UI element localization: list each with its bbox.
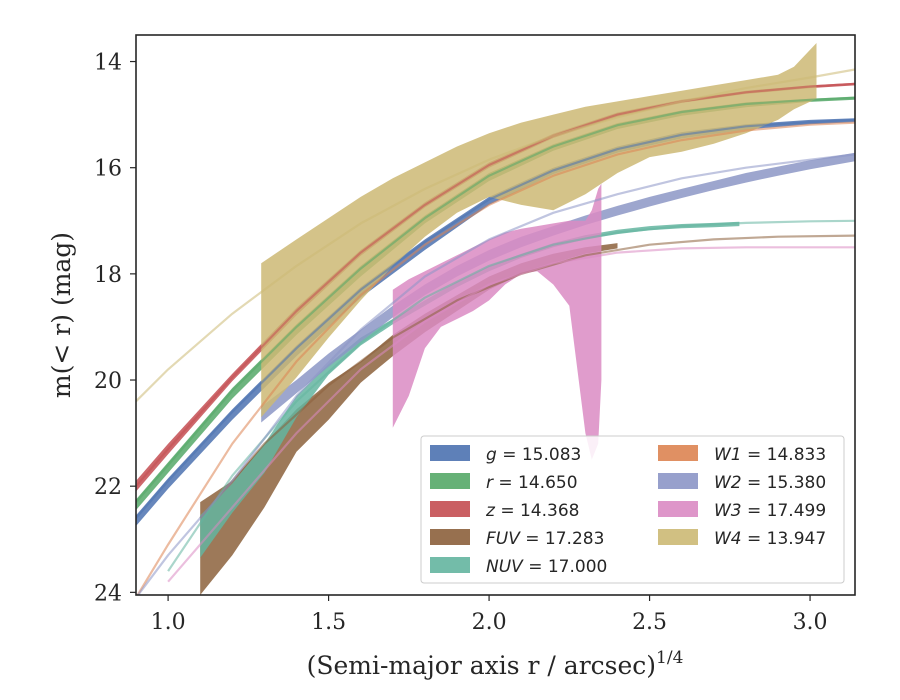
legend-label: W4 = 13.947 <box>714 529 826 549</box>
legend-swatch <box>658 501 698 517</box>
y-tick-label: 16 <box>94 157 122 182</box>
y-tick-label: 22 <box>94 475 122 500</box>
legend-label-value: = 14.833 <box>742 445 827 465</box>
legend-label: W2 = 15.380 <box>714 473 826 493</box>
legend-label: r = 14.650 <box>486 473 578 493</box>
legend-swatch <box>658 445 698 461</box>
legend-swatch <box>430 529 470 545</box>
legend-item-fuv: FUV = 17.283 <box>430 529 604 549</box>
legend-label: g = 15.083 <box>486 445 581 465</box>
legend-item-w4: W4 = 13.947 <box>658 529 826 549</box>
legend-label-variable: W1 <box>714 445 742 465</box>
model-line-nuv <box>167 219 855 572</box>
legend-label-value: = 17.000 <box>523 557 608 577</box>
legend-label-variable: z <box>485 501 496 521</box>
x-axis-label-exponent: 1/4 <box>656 648 683 668</box>
legend-label-variable: W4 <box>714 529 742 549</box>
x-tick-label: 1.0 <box>151 610 186 635</box>
x-tick-label: 1.5 <box>311 610 346 635</box>
legend-frame <box>420 435 845 584</box>
x-axis-label: (Semi-major axis r / arcsec)1/4 <box>307 648 684 680</box>
legend-label-value: = 15.083 <box>497 445 582 465</box>
legend-label: z = 14.368 <box>485 501 579 521</box>
model-curves <box>136 68 855 595</box>
legend-swatch <box>430 501 470 517</box>
legend-label-value: = 17.283 <box>520 529 605 549</box>
legend-item-w2: W2 = 15.380 <box>658 473 826 493</box>
model-line-w2 <box>136 153 855 595</box>
legend-label-value: = 13.947 <box>742 529 827 549</box>
plot-frame <box>135 34 856 596</box>
legend-label-value: = 15.380 <box>742 473 827 493</box>
x-tick-label: 3.0 <box>793 610 828 635</box>
legend-label-value: = 17.499 <box>742 501 827 521</box>
legend-item-nuv: NUV = 17.000 <box>430 557 607 577</box>
y-tick-label: 24 <box>94 581 122 606</box>
legend-label: W1 = 14.833 <box>714 445 826 465</box>
x-tick-label: 2.0 <box>472 610 507 635</box>
model-line-g <box>136 118 855 519</box>
legend-label-variable: FUV <box>486 529 521 549</box>
model-line-w4 <box>136 68 855 403</box>
model-line-z <box>136 82 855 487</box>
legend-label-variable: W2 <box>714 473 742 493</box>
band-g <box>136 118 855 527</box>
legend-swatch <box>658 473 698 489</box>
legend-item-z: z = 14.368 <box>430 501 579 521</box>
legend-swatch <box>430 473 470 489</box>
legend-label-variable: NUV <box>486 557 524 577</box>
legend-label-variable: r <box>486 473 494 493</box>
legend-item-w1: W1 = 14.833 <box>658 445 826 465</box>
y-axis: 14 16 18 20 22 24 <box>94 51 136 606</box>
legend-swatch <box>658 529 698 545</box>
band-w3 <box>392 183 602 460</box>
legend-label-value: = 14.650 <box>493 473 578 493</box>
legend-item-g: g = 15.083 <box>430 445 581 465</box>
legend-label: FUV = 17.283 <box>486 529 604 549</box>
y-tick-label: 20 <box>94 369 122 394</box>
legend-label-value: = 14.368 <box>495 501 580 521</box>
legend-label-variable: W3 <box>714 501 742 521</box>
model-line-w1 <box>136 121 855 595</box>
y-tick-label: 18 <box>94 263 122 288</box>
legend-label-variable: g <box>486 445 497 465</box>
legend-item-r: r = 14.650 <box>430 473 578 493</box>
y-axis-label: m(< r) (mag) <box>47 232 76 398</box>
x-tick-label: 2.5 <box>632 610 667 635</box>
model-line-w3 <box>167 246 855 583</box>
x-axis: 1.0 1.5 2.0 2.5 3.0 <box>151 595 828 635</box>
model-line-r <box>136 96 855 503</box>
legend-label: W3 = 17.499 <box>714 501 826 521</box>
legend-swatch <box>430 557 470 573</box>
legend-swatch <box>430 445 470 461</box>
y-tick-label: 14 <box>94 51 122 76</box>
legend-item-w3: W3 = 17.499 <box>658 501 826 521</box>
legend-label: NUV = 17.000 <box>486 557 607 577</box>
